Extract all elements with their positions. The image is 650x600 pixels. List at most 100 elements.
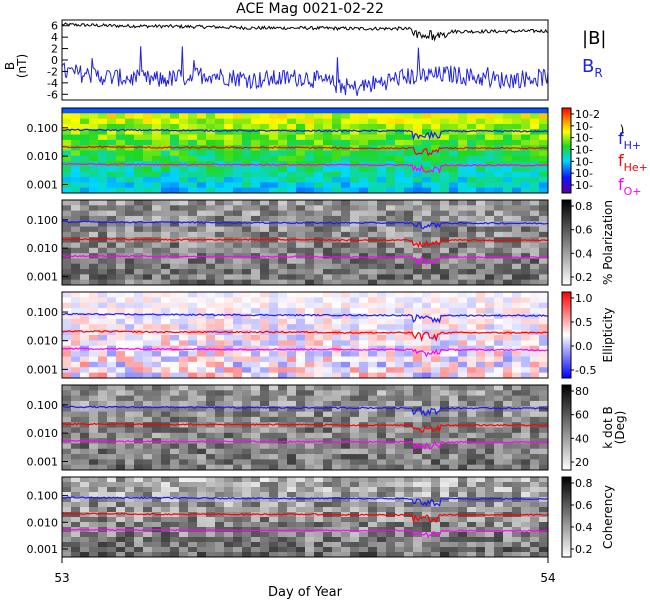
heatmap-cell xyxy=(278,482,288,488)
heatmap-cell xyxy=(395,502,405,508)
heatmap-cell xyxy=(314,372,324,379)
heatmap-cell xyxy=(440,231,450,238)
heatmap-cell xyxy=(224,542,234,548)
heatmap-cell xyxy=(314,318,324,325)
heatmap-cell xyxy=(467,552,477,558)
heatmap-cell xyxy=(206,308,216,314)
heatmap-cell xyxy=(71,390,81,397)
heatmap-cell xyxy=(323,171,333,178)
heatmap-cell xyxy=(62,512,72,518)
heatmap-cell xyxy=(359,253,369,259)
heatmap-cell xyxy=(287,166,297,173)
heatmap-cell xyxy=(179,258,189,265)
heatmap-cell xyxy=(215,411,225,418)
heatmap-cell xyxy=(224,432,234,439)
heatmap-cell xyxy=(62,221,72,227)
heatmap-cell xyxy=(116,432,126,439)
heatmap-cell xyxy=(494,123,504,130)
heatmap-cell xyxy=(251,372,261,379)
heatmap-cell xyxy=(215,171,225,178)
heatmap-cell xyxy=(485,247,495,254)
heatmap-cell xyxy=(386,340,396,347)
heatmap-cell xyxy=(242,395,252,402)
heatmap-cell xyxy=(350,226,360,233)
heatmap-cell xyxy=(197,507,207,513)
heatmap-cell xyxy=(80,552,90,558)
heatmap-cell xyxy=(242,438,252,444)
heatmap-cell xyxy=(134,263,144,270)
heatmap-cell xyxy=(278,335,288,341)
heatmap-cell xyxy=(242,454,252,460)
heatmap-cell xyxy=(215,308,225,314)
heatmap-cell xyxy=(332,108,342,114)
heatmap-cell xyxy=(269,231,279,238)
heatmap-cell xyxy=(386,552,396,558)
heatmap-cell xyxy=(386,200,396,206)
heatmap-cell xyxy=(530,482,540,488)
heatmap-cell xyxy=(143,166,153,173)
ytick-label: 0.001 xyxy=(27,270,59,283)
heatmap-cell xyxy=(71,411,81,418)
colorbar-tick-label: 0.4 xyxy=(575,247,593,260)
heatmap-cell xyxy=(242,318,252,325)
heatmap-cell xyxy=(422,361,432,368)
heatmap-cell xyxy=(332,448,342,455)
heatmap-cell xyxy=(188,302,198,309)
heatmap-cell xyxy=(386,177,396,183)
heatmap-cell xyxy=(512,454,522,460)
heatmap-cell xyxy=(179,139,189,146)
heatmap-cell xyxy=(539,552,549,558)
heatmap-cell xyxy=(179,134,189,141)
heatmap-cell xyxy=(251,139,261,146)
heatmap-cell xyxy=(62,367,72,374)
heatmap-cell xyxy=(359,340,369,347)
heatmap-cell xyxy=(377,502,387,508)
heatmap-cell xyxy=(188,502,198,508)
heatmap-cell xyxy=(485,367,495,374)
heatmap-cell xyxy=(269,313,279,320)
heatmap-cell xyxy=(260,454,270,460)
heatmap-cell xyxy=(98,454,108,460)
heatmap-cell xyxy=(386,123,396,130)
heatmap-cell xyxy=(80,292,90,298)
ytick-label: 0.010 xyxy=(27,427,59,440)
heatmap-cell xyxy=(305,464,315,471)
heatmap-cell xyxy=(260,487,270,493)
polarization-pixels xyxy=(62,200,549,286)
heatmap-cell xyxy=(368,438,378,444)
heatmap-cell xyxy=(170,464,180,471)
heatmap-cell xyxy=(323,242,333,249)
heatmap-cell xyxy=(386,182,396,189)
heatmap-cell xyxy=(71,205,81,212)
heatmap-cell xyxy=(449,113,459,120)
heatmap-cell xyxy=(134,129,144,135)
heatmap-cell xyxy=(431,177,441,183)
heatmap-cell xyxy=(170,155,180,162)
heatmap-cell xyxy=(98,324,108,331)
heatmap-cell xyxy=(431,200,441,206)
heatmap-cell xyxy=(287,351,297,357)
heatmap-cell xyxy=(152,367,162,374)
heatmap-cell xyxy=(314,200,324,206)
heatmap-cell xyxy=(467,454,477,460)
heatmap-cell xyxy=(125,464,135,471)
heatmap-cell xyxy=(413,308,423,314)
heatmap-cell xyxy=(260,552,270,558)
heatmap-cell xyxy=(296,177,306,183)
heatmap-cell xyxy=(332,292,342,298)
heatmap-cell xyxy=(404,372,414,379)
heatmap-cell xyxy=(152,308,162,314)
chart-title: ACE Mag 0021-02-22 xyxy=(236,1,384,17)
heatmap-cell xyxy=(215,139,225,146)
heatmap-cell xyxy=(341,390,351,397)
heatmap-cell xyxy=(233,279,243,286)
heatmap-cell xyxy=(62,361,72,368)
heatmap-cell xyxy=(395,150,405,157)
heatmap-cell xyxy=(269,302,279,309)
heatmap-cell xyxy=(161,532,171,538)
heatmap-cell xyxy=(134,443,144,450)
heatmap-cell xyxy=(449,324,459,331)
heatmap-cell xyxy=(404,547,414,553)
heatmap-cell xyxy=(170,482,180,488)
heatmap-cell xyxy=(485,182,495,189)
